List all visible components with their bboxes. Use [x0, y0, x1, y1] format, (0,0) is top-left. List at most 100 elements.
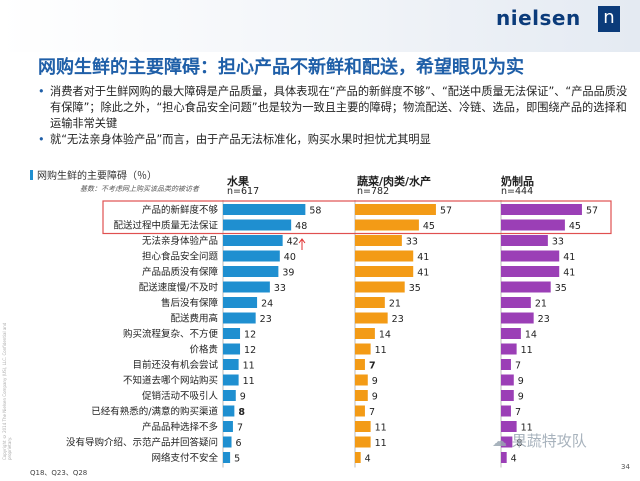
value-label: 11	[243, 361, 255, 372]
bar-dairy	[501, 281, 551, 293]
bar-veg	[355, 359, 365, 370]
nielsen-logo-mark: n	[598, 6, 620, 32]
bar-dairy	[501, 235, 548, 246]
bar-dairy	[501, 297, 531, 308]
bar-veg	[355, 312, 388, 324]
category-label: 不知道去哪个网站购买	[123, 375, 218, 387]
bar-veg	[355, 235, 402, 246]
bar-veg	[355, 328, 375, 339]
chart-heading: 网购生鲜的主要障碍（％）	[30, 167, 157, 182]
value-label: 5	[234, 454, 240, 465]
bar-dairy	[501, 359, 511, 370]
value-label: 9	[240, 392, 246, 403]
bar-fruit	[223, 281, 270, 293]
arrow-icon	[298, 238, 306, 250]
bar-veg	[355, 374, 368, 386]
value-label: 21	[535, 299, 547, 310]
bar-dairy	[501, 266, 560, 277]
value-label: 21	[389, 299, 401, 310]
value-label: 4	[511, 454, 517, 465]
bar-fruit	[223, 390, 236, 401]
bar-fruit	[223, 374, 239, 386]
value-label: 23	[260, 314, 272, 325]
value-label: 41	[563, 268, 575, 279]
bar-veg	[355, 390, 368, 401]
value-label: 11	[521, 423, 533, 434]
value-label: 4	[365, 454, 371, 465]
bar-dairy	[501, 250, 560, 262]
category-label: 价格贵	[189, 344, 218, 356]
wechat-watermark: ☁ 果蔬特攻队	[492, 430, 587, 451]
value-label: 7	[369, 361, 376, 372]
category-label: 网络支付不安全	[151, 452, 218, 464]
bar-dairy	[501, 328, 521, 339]
bar-fruit	[223, 452, 231, 463]
value-label: 11	[375, 345, 387, 356]
chart-heading-text: 网购生鲜的主要障碍（％）	[37, 171, 157, 182]
bar-veg	[355, 405, 365, 417]
nielsen-logo: nielsen	[496, 6, 581, 30]
category-label: 无法亲身体验产品	[142, 235, 218, 247]
page-title: 网购生鲜的主要障碍：担心产品不新鲜和配送，希望眼见为实	[38, 57, 524, 78]
value-label: 7	[369, 407, 375, 418]
base-note: 基数：不考虑网上购买该品类的被访者	[80, 185, 199, 193]
watermark-icon: ☁	[492, 432, 512, 450]
value-label: 33	[274, 283, 286, 294]
value-label: 23	[538, 314, 550, 325]
value-label: 41	[563, 252, 575, 263]
value-label: 41	[417, 268, 429, 279]
category-label: 售后没有保障	[161, 297, 219, 309]
category-label: 购买流程复杂、不方便	[123, 328, 219, 340]
bar-fruit	[223, 235, 283, 246]
bar-dairy	[501, 219, 565, 231]
bar-veg	[355, 219, 419, 231]
category-label: 已经有熟悉的/满意的购买渠道	[91, 406, 218, 418]
category-label: 产品的新鲜度不够	[142, 204, 219, 216]
value-label: 42	[287, 237, 299, 248]
value-label: 23	[392, 314, 404, 325]
footnote: Q18、Q23、Q28	[30, 469, 88, 477]
header-band	[0, 0, 640, 52]
value-label: 14	[379, 330, 391, 341]
series-name-veg: 蔬菜/肉类/水产	[357, 175, 432, 188]
category-label: 配送费用高	[170, 313, 218, 325]
category-label: 产品品质没有保障	[142, 266, 219, 278]
bar-veg	[355, 452, 361, 463]
bar-dairy	[501, 421, 517, 432]
bar-veg	[355, 281, 405, 293]
value-label: 7	[515, 361, 521, 372]
value-label: 39	[282, 268, 294, 279]
value-label: 11	[521, 345, 533, 356]
value-label: 11	[375, 423, 387, 434]
bar-dairy	[501, 390, 514, 401]
value-label: 11	[243, 376, 255, 387]
series-n-veg: n=782	[357, 186, 390, 197]
bar-fruit	[223, 359, 239, 370]
value-label: 12	[244, 345, 256, 356]
series-name-fruit: 水果	[227, 175, 249, 188]
bullet-item-1: 消费者对于生鲜网购的最大障碍是产品质量，具体表现在“产品的新鲜度不够”、“配送中…	[38, 84, 628, 132]
category-label: 没有导购介绍、示范产品并回答疑问	[66, 437, 218, 449]
bar-fruit	[223, 204, 306, 215]
bar-fruit	[223, 436, 232, 448]
bar-fruit	[223, 297, 258, 308]
bar-veg	[355, 421, 371, 432]
value-label: 9	[518, 376, 524, 387]
bar-dairy	[501, 452, 507, 463]
bar-veg	[355, 343, 371, 355]
value-label: 9	[372, 392, 378, 403]
category-label: 目前还没有机会尝试	[132, 359, 218, 371]
watermark-text: 果蔬特攻队	[511, 432, 587, 450]
page-number: 34	[621, 463, 630, 471]
value-label: 7	[237, 423, 243, 434]
value-label: 14	[525, 330, 537, 341]
heading-accent	[30, 170, 33, 180]
bar-dairy	[501, 436, 513, 448]
value-label: 40	[284, 252, 296, 263]
value-label: 9	[518, 392, 524, 403]
bar-fruit	[223, 266, 279, 277]
value-label: 41	[417, 252, 429, 263]
value-label: 35	[409, 283, 421, 294]
value-label: 35	[555, 283, 567, 294]
